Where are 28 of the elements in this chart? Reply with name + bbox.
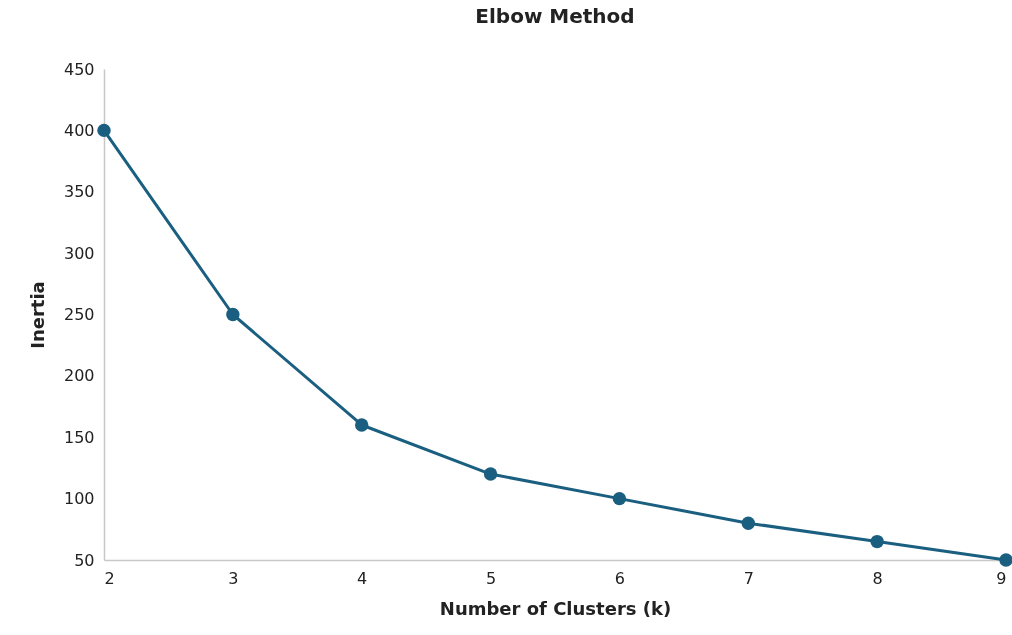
point bbox=[612, 491, 627, 506]
x-axis-title: Number of Clusters (k) bbox=[439, 597, 672, 619]
y-tick-label: 350 bbox=[63, 182, 95, 202]
y-tick-label: 450 bbox=[63, 59, 95, 79]
x-tick-label: 8 bbox=[872, 568, 883, 588]
point bbox=[483, 467, 498, 481]
y-tick-label: 150 bbox=[63, 427, 95, 447]
point bbox=[355, 418, 369, 432]
y-tick-label: 50 bbox=[74, 550, 95, 570]
x-tick-label: 2 bbox=[104, 568, 115, 588]
y-tick-label: 300 bbox=[63, 243, 95, 263]
x-tick-label: 7 bbox=[743, 568, 754, 588]
y-tick-label: 250 bbox=[63, 305, 95, 324]
y-tick-label: 100 bbox=[63, 489, 95, 509]
point bbox=[226, 307, 240, 322]
y-tick-label: 400 bbox=[63, 120, 95, 140]
x-tick-label: 3 bbox=[228, 568, 239, 588]
y-axis-title: Inertia bbox=[26, 281, 48, 349]
chart-title: Elbow Method bbox=[475, 4, 635, 28]
point bbox=[741, 516, 755, 530]
x-tick-label: 9 bbox=[996, 568, 1007, 588]
point bbox=[870, 534, 884, 549]
x-tick-label: 4 bbox=[357, 568, 368, 588]
point bbox=[97, 123, 111, 138]
x-tick-label: 5 bbox=[485, 568, 497, 588]
point bbox=[999, 553, 1012, 567]
x-tick-label: 6 bbox=[614, 568, 626, 588]
y-tick-label: 200 bbox=[63, 366, 95, 386]
